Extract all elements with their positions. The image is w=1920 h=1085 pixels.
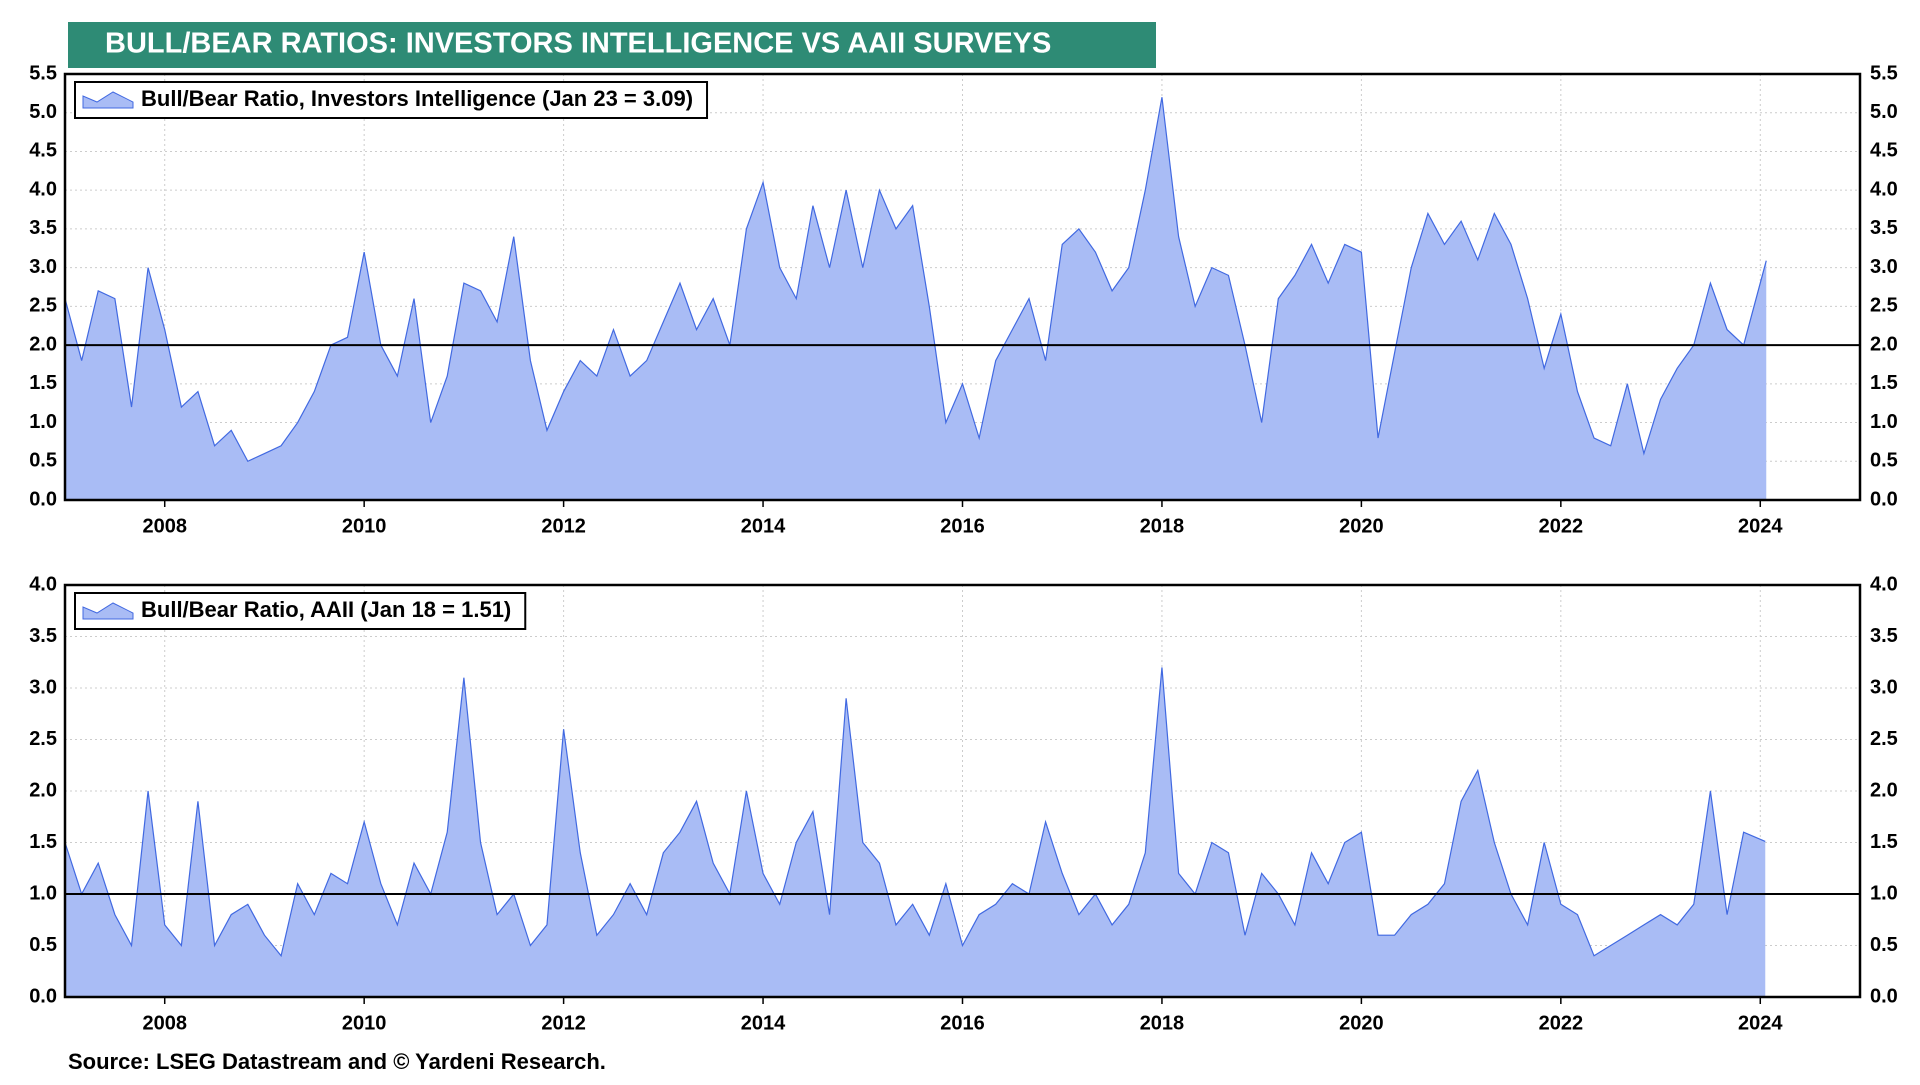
y-tick-label: 3.0 [29,676,57,698]
x-tick-label: 2024 [1738,515,1783,537]
legend-label: Bull/Bear Ratio, Investors Intelligence … [141,86,693,111]
x-tick-label: 2012 [541,515,586,537]
y-tick-label: 3.0 [29,256,57,278]
y-tick-label-right: 2.0 [1870,333,1898,355]
x-tick-label: 2008 [142,515,187,537]
y-tick-label-right: 3.5 [1870,625,1898,647]
y-tick-label-right: 0.5 [1870,450,1898,472]
y-tick-label: 3.5 [29,625,57,647]
plot-frame [63,583,1862,999]
y-tick-label: 3.5 [29,217,57,239]
x-tick-label: 2014 [741,1012,786,1034]
y-tick-label-right: 5.5 [1870,62,1898,84]
x-tick-label: 2024 [1738,1012,1783,1034]
y-tick-label: 2.0 [29,779,57,801]
y-tick-label: 5.0 [29,101,57,123]
y-tick-label-right: 3.0 [1870,256,1898,278]
y-tick-label: 4.0 [29,573,57,595]
y-tick-label-right: 4.0 [1870,178,1898,200]
y-tick-label: 0.5 [29,450,57,472]
area [65,97,1767,501]
x-tick-label: 2016 [940,1012,985,1034]
y-tick-label-right: 4.0 [1870,573,1898,595]
x-tick-label: 2010 [342,515,387,537]
line [64,667,1766,958]
y-tick-label-right: 2.0 [1870,779,1898,801]
y-tick-label: 0.5 [29,934,57,956]
source: Source: LSEG Datastream and © Yardeni Re… [68,1049,606,1074]
y-tick-label: 0.0 [29,488,57,510]
y-tick-label: 0.0 [29,985,57,1007]
y-tick-label-right: 1.5 [1870,372,1898,394]
y-tick-label: 2.0 [29,333,57,355]
legend-swatch [82,602,134,620]
title-banner [68,22,1156,68]
legend-box [74,592,527,630]
x-tick-label: 2016 [940,515,985,537]
legend-box [74,81,709,119]
x-tick-label: 2014 [741,515,786,537]
legend-swatch [82,91,134,109]
y-tick-label-right: 0.0 [1870,985,1898,1007]
y-tick-label-right: 5.0 [1870,101,1898,123]
x-tick-label: 2020 [1339,1012,1384,1034]
y-tick-label-right: 2.5 [1870,295,1898,317]
y-tick-label-right: 0.5 [1870,934,1898,956]
x-tick-label: 2022 [1539,1012,1584,1034]
y-tick-label-right: 1.5 [1870,831,1898,853]
y-tick-label-right: 3.0 [1870,676,1898,698]
y-tick-label-right: 1.0 [1870,411,1898,433]
y-tick-label: 1.0 [29,411,57,433]
x-tick-label: 2012 [541,1012,586,1034]
y-tick-label-right: 3.5 [1870,217,1898,239]
y-tick-label: 5.5 [29,62,57,84]
x-tick-label: 2018 [1140,1012,1185,1034]
x-tick-label: 2022 [1539,515,1584,537]
y-tick-label: 4.5 [29,140,57,162]
y-tick-label-right: 2.5 [1870,728,1898,750]
line [64,97,1767,463]
x-tick-label: 2010 [342,1012,387,1034]
y-tick-label: 4.0 [29,178,57,200]
plot-frame [63,72,1862,502]
y-tick-label: 2.5 [29,728,57,750]
legend-label: Bull/Bear Ratio, AAII (Jan 18 = 1.51) [141,597,511,622]
y-tick-label-right: 4.5 [1870,140,1898,162]
y-tick-label: 2.5 [29,295,57,317]
x-tick-label: 2020 [1339,515,1384,537]
y-tick-label: 1.5 [29,372,57,394]
y-tick-label-right: 0.0 [1870,488,1898,510]
y-tick-label-right: 1.0 [1870,882,1898,904]
title: BULL/BEAR RATIOS: INVESTORS INTELLIGENCE… [105,28,1051,60]
x-tick-label: 2008 [142,1012,187,1034]
y-tick-label: 1.0 [29,882,57,904]
area [65,667,1766,997]
x-tick-label: 2018 [1140,515,1185,537]
y-tick-label: 1.5 [29,831,57,853]
